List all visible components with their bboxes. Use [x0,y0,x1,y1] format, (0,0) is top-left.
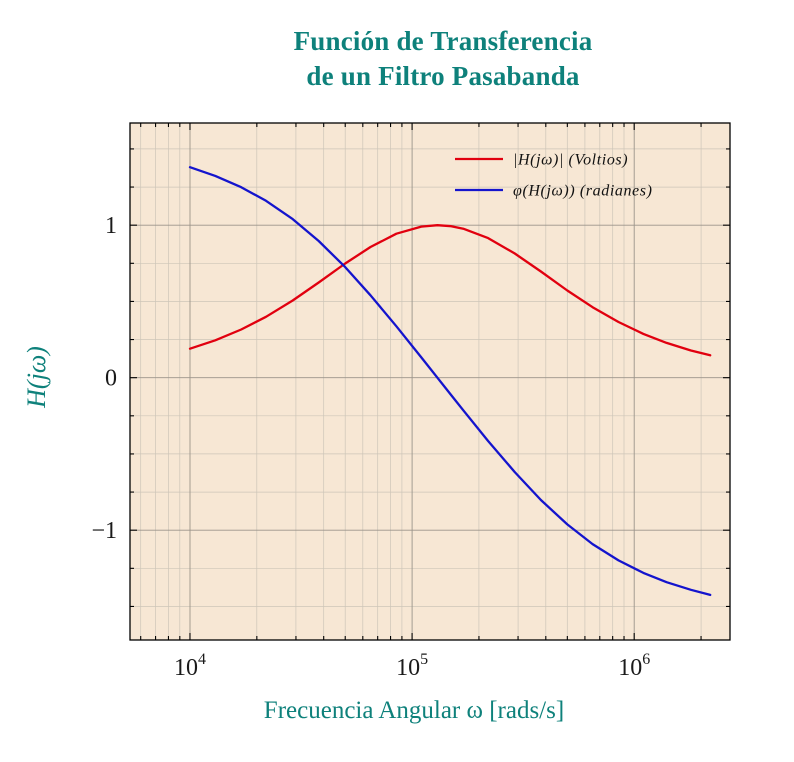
legend-label-1: φ(H(jω)) (radianes) [513,183,653,200]
series-line-1 [188,166,712,597]
svg-text:1: 1 [105,213,117,239]
legend: |H(jω)| (Voltios) φ(H(jω)) (radianes) [455,152,653,200]
y-tick-labels: −1 0 1 [91,213,117,544]
series-line-0 [188,224,712,357]
svg-text:−1: −1 [91,518,117,544]
x-axis-label: Frecuencia Angular ω [rads/s] [263,697,565,724]
svg-text:105: 105 [396,651,428,681]
minor-grid [130,123,730,640]
axes-frame [129,122,731,641]
axis-ticks [130,123,730,640]
x-tick-labels: 104 105 106 [174,651,650,681]
svg-text:106: 106 [618,651,650,681]
svg-text:0: 0 [105,366,117,392]
chart-title: Función de Transferencia de un Filtro Pa… [293,26,593,91]
y-axis-label: H(jω) [22,346,51,408]
plot-area [130,123,730,640]
legend-label-0: |H(jω)| (Voltios) [513,152,628,169]
svg-text:104: 104 [174,651,206,681]
